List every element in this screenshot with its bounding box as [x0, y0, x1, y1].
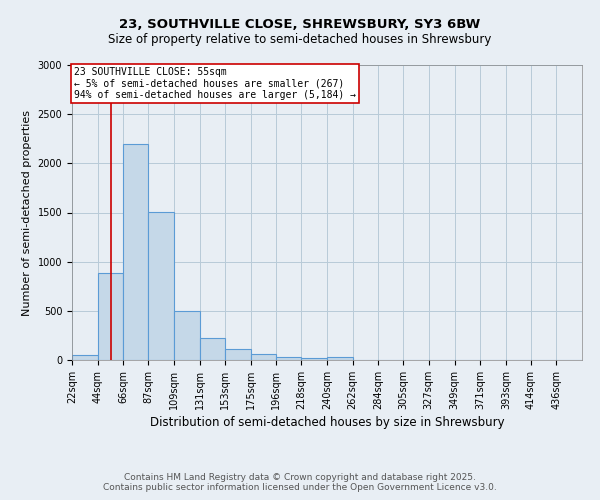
Bar [225, 349, 251, 360]
Bar [275, 356, 301, 360]
Bar [72, 354, 98, 360]
Text: Size of property relative to semi-detached houses in Shrewsbury: Size of property relative to semi-detach… [109, 32, 491, 46]
Text: 23, SOUTHVILLE CLOSE, SHREWSBURY, SY3 6BW: 23, SOUTHVILLE CLOSE, SHREWSBURY, SY3 6B… [119, 18, 481, 30]
Text: Contains HM Land Registry data © Crown copyright and database right 2025.
Contai: Contains HM Land Registry data © Crown c… [103, 473, 497, 492]
Text: 23 SOUTHVILLE CLOSE: 55sqm
← 5% of semi-detached houses are smaller (267)
94% of: 23 SOUTHVILLE CLOSE: 55sqm ← 5% of semi-… [74, 67, 356, 100]
Bar [98, 274, 124, 360]
Y-axis label: Number of semi-detached properties: Number of semi-detached properties [22, 110, 32, 316]
Bar [148, 212, 174, 360]
Bar [301, 358, 327, 360]
X-axis label: Distribution of semi-detached houses by size in Shrewsbury: Distribution of semi-detached houses by … [149, 416, 505, 429]
Bar [174, 311, 199, 360]
Bar [124, 144, 148, 360]
Bar [251, 354, 275, 360]
Bar [199, 338, 225, 360]
Bar [327, 357, 353, 360]
